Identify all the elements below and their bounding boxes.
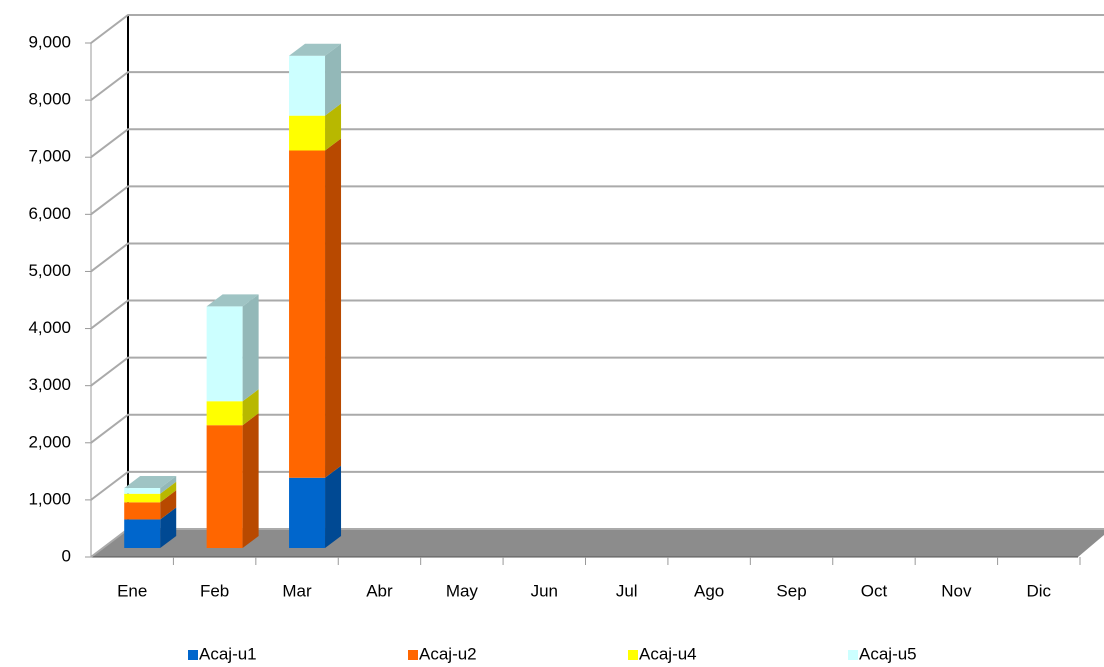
bar-top bbox=[206, 294, 259, 307]
x-tick-label: Ene bbox=[117, 581, 147, 600]
bar bbox=[289, 43, 342, 116]
x-tick-label: Mar bbox=[282, 581, 312, 600]
legend-marker bbox=[408, 650, 418, 660]
x-tick-label: Oct bbox=[861, 581, 888, 600]
grid-line bbox=[90, 242, 1104, 273]
y-tick-label: 3,000 bbox=[28, 375, 71, 394]
bar-front bbox=[206, 401, 243, 426]
grid-line bbox=[90, 413, 1104, 444]
bar-front bbox=[289, 115, 326, 151]
x-tick-label: Jul bbox=[616, 581, 638, 600]
y-tick-label: 6,000 bbox=[28, 204, 71, 223]
bar-front bbox=[124, 502, 161, 520]
x-tick-label: Nov bbox=[941, 581, 972, 600]
grid-line bbox=[90, 299, 1104, 330]
y-tick-label: 9,000 bbox=[28, 32, 71, 51]
y-tick-label: 1,000 bbox=[28, 489, 71, 508]
back-wall bbox=[128, 15, 1104, 529]
legend-marker bbox=[628, 650, 638, 660]
bar bbox=[206, 294, 259, 402]
bar-side bbox=[325, 465, 342, 548]
y-tick-label: 2,000 bbox=[28, 432, 71, 451]
grid-line bbox=[90, 356, 1104, 387]
bar bbox=[124, 481, 177, 503]
bar-side bbox=[160, 490, 177, 520]
grid-line bbox=[90, 128, 1104, 159]
bar-front bbox=[206, 306, 243, 402]
bar bbox=[289, 465, 342, 548]
x-tick-label: Feb bbox=[200, 581, 229, 600]
grid-line bbox=[90, 14, 1104, 44]
y-tick-label: 4,000 bbox=[28, 318, 71, 337]
bar-side bbox=[242, 294, 259, 402]
legend-label: Acaj-u1 bbox=[199, 644, 257, 663]
legend-label: Acaj-u4 bbox=[639, 644, 697, 663]
bar-side bbox=[160, 481, 177, 503]
bar bbox=[289, 138, 342, 478]
y-tick-label: 7,000 bbox=[28, 147, 71, 166]
grid-line bbox=[90, 71, 1104, 101]
y-tick-label: 0 bbox=[62, 546, 71, 565]
x-tick-label: Ago bbox=[694, 581, 724, 600]
legend-marker bbox=[848, 650, 858, 660]
bar bbox=[206, 413, 259, 548]
bar bbox=[124, 507, 177, 548]
bar bbox=[124, 476, 177, 494]
floor bbox=[91, 529, 1104, 557]
legend-label: Acaj-u2 bbox=[419, 644, 477, 663]
grid-line bbox=[90, 185, 1104, 216]
bar-side bbox=[325, 103, 342, 151]
bar-front bbox=[124, 493, 161, 503]
x-tick-label: Dic bbox=[1027, 581, 1052, 600]
bar-front bbox=[289, 55, 326, 116]
bar-side bbox=[160, 476, 177, 494]
bar-top bbox=[289, 43, 342, 56]
bar bbox=[124, 490, 177, 520]
bar-side bbox=[325, 138, 342, 478]
bar-front bbox=[289, 477, 326, 548]
legend-label: Acaj-u5 bbox=[859, 644, 917, 663]
bar-side bbox=[242, 389, 259, 426]
grid-line bbox=[90, 470, 1104, 501]
bar-front bbox=[289, 150, 326, 478]
x-tick-label: May bbox=[446, 581, 479, 600]
bar-front bbox=[124, 519, 161, 548]
bar-front bbox=[124, 488, 161, 494]
bar-side bbox=[160, 507, 177, 548]
x-tick-label: Jun bbox=[531, 581, 558, 600]
y-tick-label: 8,000 bbox=[28, 90, 71, 109]
y-tick-label: 5,000 bbox=[28, 261, 71, 280]
bar bbox=[289, 103, 342, 151]
bar-side bbox=[242, 413, 259, 548]
bar-front bbox=[206, 425, 243, 548]
bar bbox=[206, 389, 259, 426]
x-tick-label: Sep bbox=[776, 581, 806, 600]
bar-top bbox=[124, 476, 177, 489]
legend-marker bbox=[188, 650, 198, 660]
x-tick-label: Abr bbox=[366, 581, 393, 600]
bar-side bbox=[325, 43, 342, 116]
